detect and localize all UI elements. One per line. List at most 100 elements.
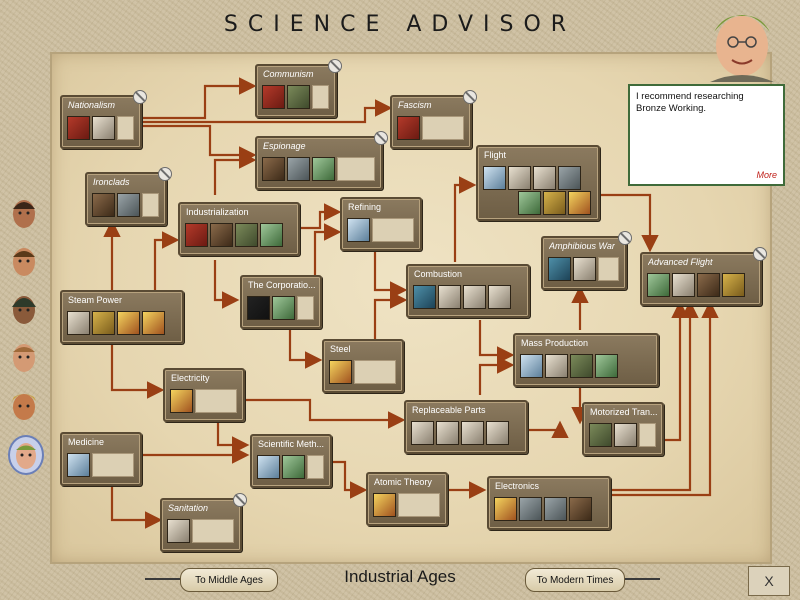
tech-replaceable-parts[interactable]: Replaceable Parts xyxy=(404,400,528,454)
tech-steel[interactable]: Steel xyxy=(322,339,404,393)
tech-name: Replaceable Parts xyxy=(412,405,486,415)
military-advisor-portrait[interactable] xyxy=(8,195,40,231)
empty-slot xyxy=(598,257,619,281)
gear-icon xyxy=(411,421,434,445)
tech-refining[interactable]: Refining xyxy=(340,197,422,251)
tower-icon xyxy=(272,296,295,320)
empty-slot xyxy=(312,85,329,109)
tech-electricity[interactable]: Electricity xyxy=(163,368,245,422)
empty-slot xyxy=(337,157,375,181)
empty-slot xyxy=(297,296,314,320)
torch-icon xyxy=(170,389,193,413)
refinery-icon xyxy=(347,218,370,242)
tech-name: Advanced Flight xyxy=(648,257,713,267)
to-modern-times-button[interactable]: To Modern Times xyxy=(525,568,625,592)
window-title: SCIENCE ADVISOR xyxy=(223,12,577,37)
tech-name: Espionage xyxy=(263,141,306,151)
tech-corporation[interactable]: The Corporatio... xyxy=(240,275,322,329)
advisor-speech-box: I recommend researching Bronze Working. … xyxy=(628,84,785,186)
battleship-icon xyxy=(463,285,486,309)
tech-scientific-method[interactable]: Scientific Meth... xyxy=(250,434,332,488)
tech-steam-power[interactable]: Steam Power xyxy=(60,290,184,344)
tech-atomic-theory[interactable]: Atomic Theory xyxy=(366,472,448,526)
tech-name: Refining xyxy=(348,202,382,212)
more-link[interactable]: More xyxy=(756,170,777,180)
tech-name: The Corporatio... xyxy=(248,280,316,290)
marine-ship-icon xyxy=(548,257,571,281)
no-icon xyxy=(568,191,591,215)
tech-name: Flight xyxy=(484,150,507,160)
no-icon xyxy=(618,231,632,245)
domestic-advisor-portrait[interactable] xyxy=(8,339,40,375)
aa-gun-icon xyxy=(558,166,581,190)
tech-electronics[interactable]: Electronics xyxy=(487,476,611,530)
to-middle-ages-button[interactable]: To Middle Ages xyxy=(180,568,278,592)
tech-amphibious-war[interactable]: Amphibious War xyxy=(541,231,632,290)
rifleman-icon xyxy=(486,421,509,445)
empty-slot xyxy=(639,423,656,447)
plant-icon xyxy=(210,223,233,247)
tech-sanitation[interactable]: Sanitation xyxy=(160,493,247,552)
tech-combustion[interactable]: Combustion xyxy=(406,264,530,318)
science-advisor-portrait xyxy=(710,15,774,82)
left-arrow-decoration xyxy=(145,578,180,580)
tech-name: Scientific Meth... xyxy=(258,439,325,449)
palm-icon xyxy=(282,455,305,479)
corporation-icon xyxy=(247,296,270,320)
carrier-icon xyxy=(520,354,543,378)
infantry-icon xyxy=(436,421,459,445)
cultural-advisor-portrait[interactable] xyxy=(8,387,40,423)
tech-name: Motorized Tran... xyxy=(590,407,658,417)
plasma-icon xyxy=(494,497,517,521)
tech-motorized-transport[interactable]: Motorized Tran... xyxy=(582,402,664,456)
empty-slot xyxy=(422,116,464,140)
engine-glow-icon xyxy=(413,285,436,309)
pill-icon xyxy=(67,453,90,477)
empty-slot xyxy=(398,493,440,517)
marine-icon xyxy=(573,257,596,281)
railroad-icon xyxy=(235,223,258,247)
flag-icon xyxy=(67,116,90,140)
tech-espionage[interactable]: Espionage xyxy=(255,131,388,190)
tech-industrialization[interactable]: Industrialization xyxy=(178,202,300,256)
no-horse-icon xyxy=(117,311,140,335)
no-icon xyxy=(233,493,247,507)
radar-icon xyxy=(647,273,670,297)
tech-name: Fascism xyxy=(398,100,432,110)
mass-transit-icon xyxy=(570,354,593,378)
building-icon xyxy=(287,85,310,109)
foreign-advisor-portrait[interactable] xyxy=(8,243,40,279)
sub-icon xyxy=(545,354,568,378)
engine-icon xyxy=(67,311,90,335)
tech-medicine[interactable]: Medicine xyxy=(60,432,142,486)
tech-mass-production[interactable]: Mass Production xyxy=(513,333,659,387)
no-icon xyxy=(374,131,388,145)
ironclad-icon xyxy=(117,193,140,217)
tech-name: Nationalism xyxy=(68,100,116,110)
empty-slot xyxy=(117,116,134,140)
empty-slot xyxy=(372,218,414,242)
tech-fascism[interactable]: Fascism xyxy=(390,90,477,149)
tech-flight[interactable]: Flight xyxy=(476,145,600,221)
no-icon xyxy=(133,90,147,104)
factory2-icon xyxy=(519,497,542,521)
jet-icon xyxy=(672,273,695,297)
close-button[interactable]: X xyxy=(748,566,790,596)
tech-communism[interactable]: Communism xyxy=(255,59,342,118)
no-icon xyxy=(463,90,477,104)
tech-name: Medicine xyxy=(68,437,105,447)
tech-name: Sanitation xyxy=(168,503,209,513)
tech-name: Electronics xyxy=(495,481,540,491)
tech-name: Industrialization xyxy=(186,207,249,217)
tech-advanced-flight[interactable]: Advanced Flight xyxy=(640,247,767,306)
dam-icon xyxy=(544,497,567,521)
empty-slot xyxy=(142,193,159,217)
no-icon xyxy=(753,247,767,261)
trade-advisor-portrait[interactable] xyxy=(8,291,40,327)
empty-slot xyxy=(92,453,134,477)
science-advisor-portrait-tab[interactable] xyxy=(8,435,44,475)
soldier-icon xyxy=(92,116,115,140)
tech-ironclads[interactable]: Ironclads xyxy=(85,167,172,226)
tech-nationalism[interactable]: Nationalism xyxy=(60,90,147,149)
bomber-icon xyxy=(533,166,556,190)
